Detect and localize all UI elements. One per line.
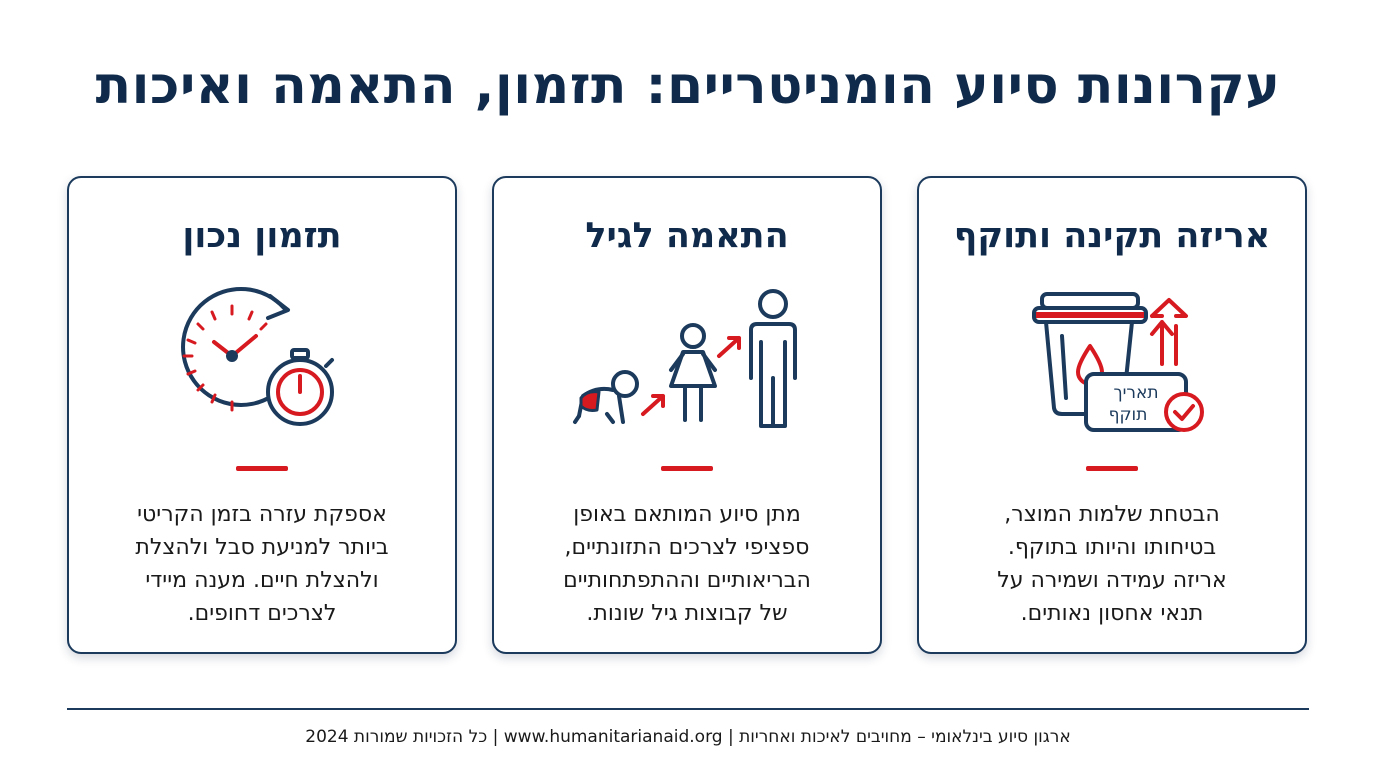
card-divider	[1086, 466, 1138, 471]
card-title: התאמה לגיל	[585, 216, 789, 256]
description-line: ולהצלת חיים. מענה מיידי	[145, 568, 379, 593]
description-line: אספקת עזרה בזמן הקריטי	[137, 502, 387, 527]
card-description: אספקת עזרה בזמן הקריטי ביותר למניעת סבל …	[93, 498, 431, 630]
card-divider	[661, 466, 713, 471]
description-line: הבריאותיים וההתפתחותיים	[563, 568, 811, 593]
description-line: לצרכים דחופים.	[187, 601, 337, 626]
description-line: ספציפי לצרכים התזונתיים,	[564, 535, 810, 560]
expiry-label-line1: תאריך	[1113, 383, 1158, 403]
card-title: אריזה תקינה ותוקף	[953, 216, 1271, 256]
card-divider	[236, 466, 288, 471]
clock-stopwatch-icon	[69, 286, 455, 436]
description-line: תנאי אחסון נאותים.	[1020, 601, 1204, 626]
footer-divider	[67, 708, 1309, 710]
card-right-timing: תזמון נכון	[67, 176, 457, 654]
description-line: מתן סיוע המותאם באופן	[573, 502, 801, 527]
card-description: מתן סיוע המותאם באופן ספציפי לצרכים התזו…	[518, 498, 856, 630]
description-line: ביותר למניעת סבל ולהצלת	[135, 535, 389, 560]
package-expiry-icon: תאריך תוקף	[919, 286, 1305, 436]
card-description: הבטחת שלמות המוצר, בטיחותו והיותו בתוקף.…	[943, 498, 1281, 630]
description-line: של קבוצות גיל שונות.	[586, 601, 788, 626]
description-line: אריזה עמידה ושמירה על	[997, 568, 1227, 593]
card-title: תזמון נכון	[182, 216, 342, 256]
description-line: בטיחותו והיותו בתוקף.	[1007, 535, 1217, 560]
expiry-label-line2: תוקף	[1109, 405, 1148, 425]
card-age-appropriate: התאמה לגיל מתן סיוע המותאם באופן	[492, 176, 882, 654]
footer-text: ארגון סיוע בינלאומי – מחויבים לאיכות ואח…	[305, 727, 1071, 747]
card-packaging-expiry: אריזה תקינה ותוקף תאריך תוקף הבטחת ש	[917, 176, 1307, 654]
age-groups-icon	[494, 286, 880, 436]
description-line: הבטחת שלמות המוצר,	[1004, 502, 1220, 527]
page-title: עקרונות סיוע הומניטריים: תזמון, התאמה וא…	[95, 56, 1281, 116]
